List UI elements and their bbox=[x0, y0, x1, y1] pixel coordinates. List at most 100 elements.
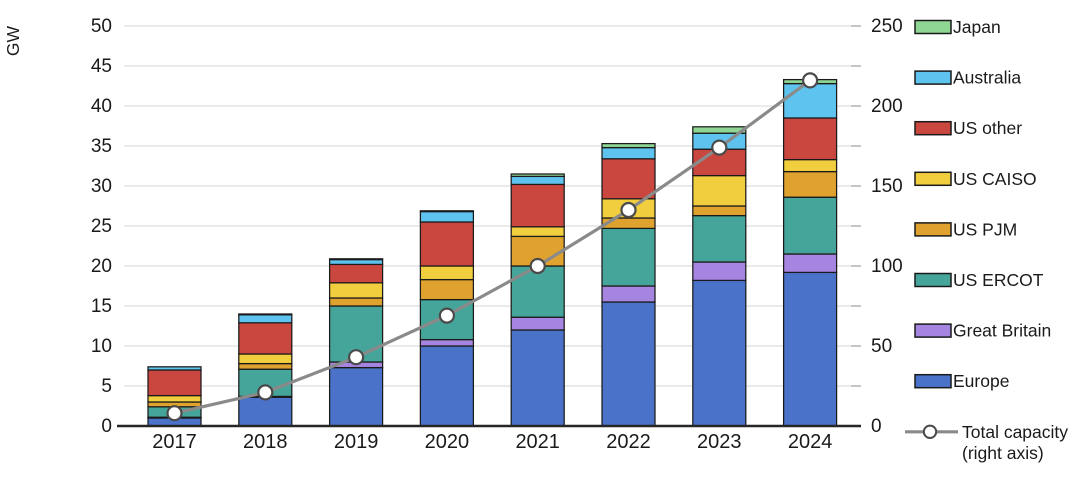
legend-item-europe: Europe bbox=[914, 371, 1009, 391]
total-capacity-marker bbox=[257, 384, 274, 401]
right-axis-tick-label: 100 bbox=[871, 256, 903, 277]
right-axis-tick-label: 50 bbox=[871, 336, 892, 357]
left-axis-labels: 0 5 10 15 20 25 30 35 40 45 50 bbox=[91, 16, 112, 437]
bar-segment-europe bbox=[419, 345, 475, 427]
left-axis-tick-label: 20 bbox=[91, 256, 112, 277]
x-axis-year-label: 2023 bbox=[697, 431, 742, 453]
bar-segment-australia bbox=[510, 175, 565, 186]
total-capacity-line-group bbox=[166, 72, 819, 422]
legend: Japan Australia US other US CAISO US PJM US E… bbox=[905, 17, 1068, 463]
bar-segment-japan bbox=[692, 126, 747, 134]
left-axis-tick-label: 25 bbox=[91, 216, 112, 237]
bar-segment-europe bbox=[692, 279, 747, 427]
bar-segment-japan bbox=[419, 210, 475, 213]
right-axis-tick-label: 250 bbox=[871, 16, 903, 37]
bar-segment-us-caiso bbox=[419, 265, 475, 281]
legend-label: US ERCOT bbox=[953, 270, 1044, 290]
bar-segment-australia bbox=[782, 82, 838, 119]
left-axis-tick-label: 0 bbox=[101, 416, 112, 437]
bar-segment-us-pjm bbox=[782, 170, 838, 198]
legend-item-total-capacity: Total capacity(right axis) bbox=[905, 422, 1068, 463]
bar-2022 bbox=[601, 142, 656, 427]
bar-segment-us-caiso bbox=[328, 282, 384, 299]
legend-item-australia: Australia bbox=[914, 68, 1021, 88]
x-axis-labels: 2017 2018 2019 2020 2021 2022 2023 2024 bbox=[152, 431, 832, 453]
legend-label: Australia bbox=[953, 68, 1021, 88]
bar-segment-great-britain bbox=[419, 338, 475, 347]
bar-segment-us-other bbox=[782, 117, 838, 161]
bar-segment-europe bbox=[328, 366, 384, 427]
total-capacity-line bbox=[174, 79, 812, 415]
bar-segment-europe bbox=[782, 271, 838, 427]
bar-2018 bbox=[238, 313, 293, 427]
total-capacity-marker bbox=[348, 349, 365, 366]
bar-segment-us-caiso bbox=[510, 226, 565, 238]
right-axis-ticks bbox=[851, 25, 861, 427]
x-axis-year-label: 2024 bbox=[788, 431, 833, 453]
bar-segment-great-britain bbox=[692, 261, 747, 282]
legend-swatch-us-other-icon bbox=[914, 120, 952, 136]
bar-segment-europe bbox=[238, 396, 293, 427]
legend-swatch-great-britain-icon bbox=[914, 323, 952, 338]
right-axis-tick-label: 150 bbox=[871, 176, 903, 197]
bars bbox=[147, 78, 838, 427]
bar-2020 bbox=[419, 210, 475, 427]
legend-swatch-us-caiso-icon bbox=[914, 171, 952, 187]
legend-swatch-us-ercot-icon bbox=[914, 272, 952, 288]
total-capacity-marker bbox=[529, 257, 546, 275]
legend-swatch-us-pjm-icon bbox=[914, 222, 952, 237]
bar-segment-europe bbox=[510, 329, 565, 427]
bar-segment-us-other bbox=[510, 183, 565, 228]
x-axis-year-label: 2018 bbox=[243, 431, 288, 453]
right-axis-tick-label: 200 bbox=[871, 96, 903, 117]
legend-label: Japan bbox=[953, 17, 1001, 37]
bar-segment-australia bbox=[238, 314, 293, 324]
legend-item-japan: Japan bbox=[914, 17, 1001, 37]
legend-marker-icon bbox=[922, 424, 938, 439]
bar-segment-japan bbox=[510, 173, 565, 178]
right-axis-labels: 0 50 100 150 200 250 bbox=[871, 16, 903, 437]
bar-segment-us-ercot bbox=[692, 214, 747, 263]
bar-segment-us-other bbox=[238, 322, 293, 355]
left-axis-tick-label: 50 bbox=[91, 16, 112, 37]
bar-segment-us-other bbox=[601, 158, 656, 200]
bar-segment-japan bbox=[238, 313, 293, 316]
legend-item-us-caiso: US CAISO bbox=[914, 169, 1037, 189]
bar-segment-us-caiso bbox=[238, 353, 293, 365]
legend-label: Europe bbox=[953, 371, 1009, 391]
legend-label: (right axis) bbox=[962, 443, 1044, 463]
bar-segment-us-pjm bbox=[419, 278, 475, 301]
legend-label: Great Britain bbox=[953, 321, 1051, 341]
left-axis-tick-label: 35 bbox=[91, 136, 112, 157]
legend-label: Total capacity bbox=[962, 422, 1068, 442]
x-axis-year-label: 2022 bbox=[606, 431, 651, 453]
bar-segment-australia bbox=[601, 146, 656, 160]
bar-2023 bbox=[692, 126, 747, 427]
right-axis-tick-label: 0 bbox=[871, 416, 882, 437]
bar-segment-us-ercot bbox=[601, 227, 656, 287]
legend-label: US CAISO bbox=[953, 169, 1037, 189]
bar-segment-japan bbox=[601, 142, 656, 149]
bar-segment-australia bbox=[419, 210, 475, 223]
legend-item-us-other: US other bbox=[914, 118, 1022, 138]
bar-segment-us-other bbox=[328, 263, 384, 284]
legend-item-us-ercot: US ERCOT bbox=[914, 270, 1044, 290]
total-capacity-marker bbox=[801, 72, 819, 89]
bar-segment-japan bbox=[328, 258, 384, 261]
total-capacity-marker bbox=[620, 201, 637, 219]
bar-segment-australia bbox=[328, 258, 384, 266]
bar-2024 bbox=[782, 78, 838, 427]
total-capacity-marker bbox=[166, 405, 183, 422]
legend-item-us-pjm: US PJM bbox=[914, 219, 1017, 239]
gridlines bbox=[124, 25, 861, 387]
x-axis-year-label: 2019 bbox=[334, 431, 379, 453]
bar-segment-australia bbox=[147, 366, 202, 371]
left-axis-tick-label: 5 bbox=[101, 376, 112, 397]
bar-segment-us-caiso bbox=[147, 394, 202, 403]
bar-segment-great-britain bbox=[601, 285, 656, 303]
legend-swatch-australia-icon bbox=[914, 70, 952, 85]
x-axis-year-label: 2017 bbox=[152, 431, 197, 453]
bar-segment-us-ercot bbox=[782, 196, 838, 255]
